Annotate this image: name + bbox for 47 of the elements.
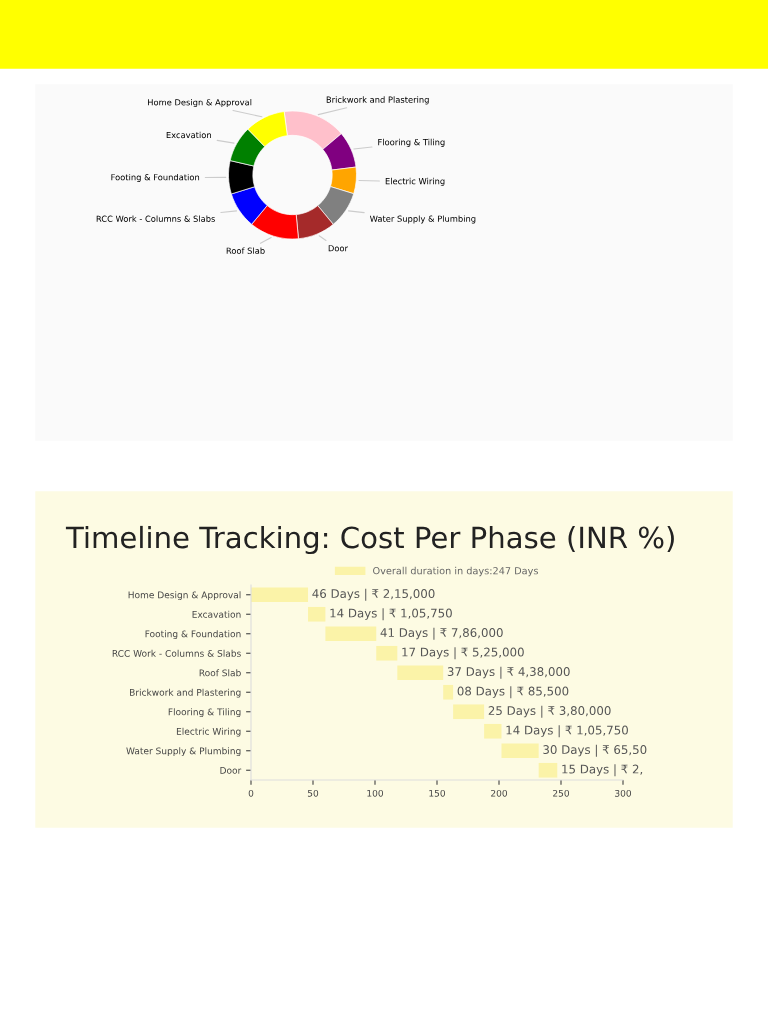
x-tick-label: 200 (491, 789, 508, 797)
slice-label: Footing & Foundation (111, 173, 200, 182)
slice-label: Electric Wiring (385, 177, 445, 186)
text: 14 Days | ₹ 1,05,750 (330, 608, 452, 621)
bar (453, 704, 485, 720)
x-tick-label: 100 (367, 789, 384, 797)
text: 17 Days | ₹ 5,25,000 (402, 647, 524, 660)
chart-title: Timeline Tracking: Cost Per Phase (INR %) (65, 525, 674, 555)
text: 30 Days | ₹ 65,50 (543, 744, 647, 757)
text: 41 Days | ₹ 7,86,000 (380, 627, 503, 640)
y-tick-label: Home Design & Approval (128, 591, 241, 601)
y-tick-label: Brickwork and Plastering (130, 688, 241, 698)
bar (325, 626, 377, 642)
bar (397, 665, 444, 681)
y-tick-label: Electric Wiring (176, 727, 241, 737)
legend-label: Overall duration in days:247 Days (373, 566, 538, 577)
x-tick-label: 250 (553, 789, 570, 797)
x-tick-label: 0 (248, 789, 254, 797)
text: 46 Days | ₹ 2,15,000 (312, 588, 435, 601)
slice-label: RCC Work - Columns & Slabs (96, 215, 215, 222)
y-tick-label: Water Supply & Plumbing (126, 747, 241, 757)
slice-label: Door (328, 245, 348, 252)
y-tick-label: Door (220, 767, 242, 774)
y-tick-label: Roof Slab (199, 669, 241, 677)
x-tick-label: 300 (615, 789, 632, 797)
text: 15 Days | ₹ 2, (562, 764, 643, 777)
y-tick-label: Footing & Foundation (145, 630, 241, 640)
x-tick-label: 50 (307, 789, 319, 797)
slice-label: Flooring & Tiling (378, 138, 445, 147)
text: 37 Days | ₹ 4,38,000 (447, 666, 570, 679)
bar (443, 684, 454, 700)
text: 25 Days | ₹ 3,80,000 (488, 705, 611, 718)
bar (376, 645, 398, 661)
text: 08 Days | ₹ 85,500 (457, 686, 569, 699)
y-tick-label: Flooring & Tiling (168, 708, 241, 718)
y-tick-label: Excavation (192, 610, 241, 618)
slice-label: Roof Slab (226, 247, 265, 254)
bar (484, 723, 502, 739)
slice-label: Water Supply & Plumbing (369, 215, 476, 224)
bar (251, 587, 309, 603)
slice-label: Brickwork and Plastering (326, 96, 429, 105)
bar (538, 762, 558, 778)
bar (501, 743, 539, 759)
text: 14 Days | ₹ 1,05,750 (506, 725, 628, 738)
x-tick-label: 150 (429, 789, 446, 797)
y-tick-label: RCC Work - Columns & Slabs (112, 649, 241, 657)
bar (308, 606, 326, 622)
